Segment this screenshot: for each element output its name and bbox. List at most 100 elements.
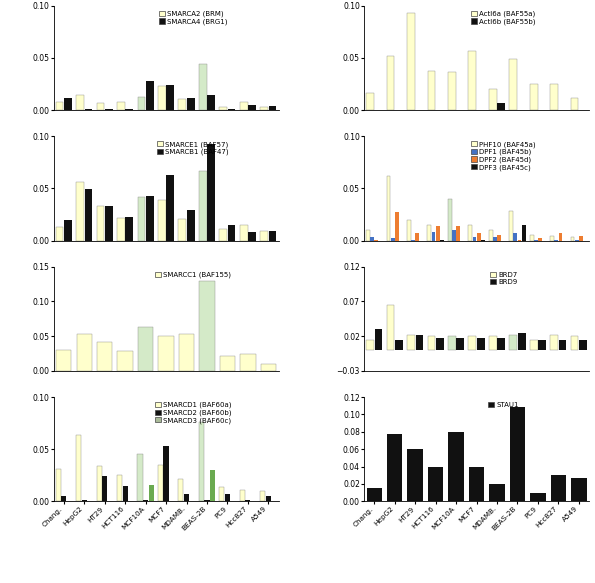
Bar <box>158 86 166 110</box>
Bar <box>199 280 215 371</box>
Bar <box>126 216 133 241</box>
Bar <box>367 340 374 350</box>
Bar <box>126 109 133 110</box>
Bar <box>220 356 235 371</box>
Bar <box>391 238 394 241</box>
Bar <box>497 338 505 350</box>
Bar <box>538 238 542 241</box>
Bar <box>510 408 525 501</box>
Bar <box>61 496 67 501</box>
Legend: PHF10 (BAF45a), DPF1 (BAF45b), DPF2 (BAF45d), DPF3 (BAF45c): PHF10 (BAF45a), DPF1 (BAF45b), DPF2 (BAF… <box>469 140 537 172</box>
Bar <box>468 336 476 350</box>
Bar <box>395 340 403 350</box>
Bar <box>117 217 125 241</box>
Bar <box>411 240 415 241</box>
Bar <box>84 189 92 241</box>
Bar <box>477 338 484 350</box>
Bar <box>96 103 104 110</box>
Bar <box>387 434 402 501</box>
Bar <box>178 334 194 371</box>
Bar <box>76 94 84 110</box>
Bar <box>530 84 537 110</box>
Bar <box>84 109 92 110</box>
Bar <box>468 51 476 110</box>
Bar <box>518 333 525 350</box>
Bar <box>77 334 92 371</box>
Bar <box>489 336 497 350</box>
Bar <box>137 97 145 110</box>
Bar <box>472 237 477 241</box>
Bar <box>456 226 460 241</box>
Bar <box>477 233 481 241</box>
Bar <box>123 486 128 501</box>
Bar <box>199 171 206 241</box>
Bar <box>469 466 484 501</box>
Bar <box>102 476 107 501</box>
Bar <box>481 240 485 241</box>
Bar <box>220 229 227 241</box>
Bar <box>184 494 189 501</box>
Bar <box>64 220 72 241</box>
Bar <box>555 240 558 241</box>
Bar <box>55 469 61 501</box>
Bar <box>571 97 578 110</box>
Bar <box>428 71 436 110</box>
Bar <box>240 353 256 371</box>
Bar <box>164 446 168 501</box>
Bar <box>431 232 436 241</box>
Bar <box>513 233 517 241</box>
Bar <box>146 196 154 241</box>
Bar <box>497 236 501 241</box>
Bar <box>210 470 215 501</box>
Bar <box>571 336 578 350</box>
Bar <box>374 240 378 241</box>
Bar <box>207 94 215 110</box>
Bar <box>266 496 271 501</box>
Legend: SMARCE1 (BAF57), SMARCB1 (BAF47): SMARCE1 (BAF57), SMARCB1 (BAF47) <box>156 140 230 157</box>
Bar <box>387 305 394 350</box>
Bar <box>370 237 374 241</box>
Bar <box>178 99 186 110</box>
Bar <box>534 240 538 241</box>
Bar <box>240 102 248 110</box>
Bar <box>245 500 250 501</box>
Bar <box>248 105 256 110</box>
Bar <box>167 85 174 110</box>
Bar <box>97 342 112 371</box>
Bar <box>178 219 186 241</box>
Bar <box>387 176 390 241</box>
Bar <box>550 335 558 350</box>
Bar <box>497 103 505 110</box>
Bar <box>367 93 374 110</box>
Legend: Actl6a (BAF55a), Actl6b (BAF55b): Actl6a (BAF55a), Actl6b (BAF55b) <box>469 9 537 26</box>
Bar <box>449 432 464 501</box>
Bar <box>407 335 415 350</box>
Bar <box>199 422 204 501</box>
Bar <box>571 478 587 501</box>
Bar <box>76 434 81 501</box>
Bar <box>407 13 415 110</box>
Bar <box>143 500 148 501</box>
Bar <box>538 340 546 350</box>
Bar <box>489 89 497 110</box>
Bar <box>530 340 537 350</box>
Bar <box>452 230 456 241</box>
Bar <box>575 240 579 241</box>
Legend: SMARCD1 (BAF60a), SMARCD2 (BAF60b), SMARCD3 (BAF60c): SMARCD1 (BAF60a), SMARCD2 (BAF60b), SMAR… <box>154 401 233 425</box>
Bar <box>158 200 166 241</box>
Bar <box>146 81 154 110</box>
Bar <box>207 143 215 241</box>
Bar <box>149 484 154 501</box>
Bar <box>219 487 224 501</box>
Bar <box>550 84 558 110</box>
Bar <box>448 199 452 241</box>
Legend: STAU1: STAU1 <box>487 401 521 409</box>
Bar <box>448 72 456 110</box>
Bar <box>489 484 505 501</box>
Bar <box>199 64 206 110</box>
Legend: SMARCA2 (BRM), SMARCA4 (BRG1): SMARCA2 (BRM), SMARCA4 (BRG1) <box>157 9 229 26</box>
Bar <box>56 350 71 371</box>
Bar <box>138 327 154 371</box>
Bar <box>448 336 456 350</box>
Bar <box>269 106 276 110</box>
